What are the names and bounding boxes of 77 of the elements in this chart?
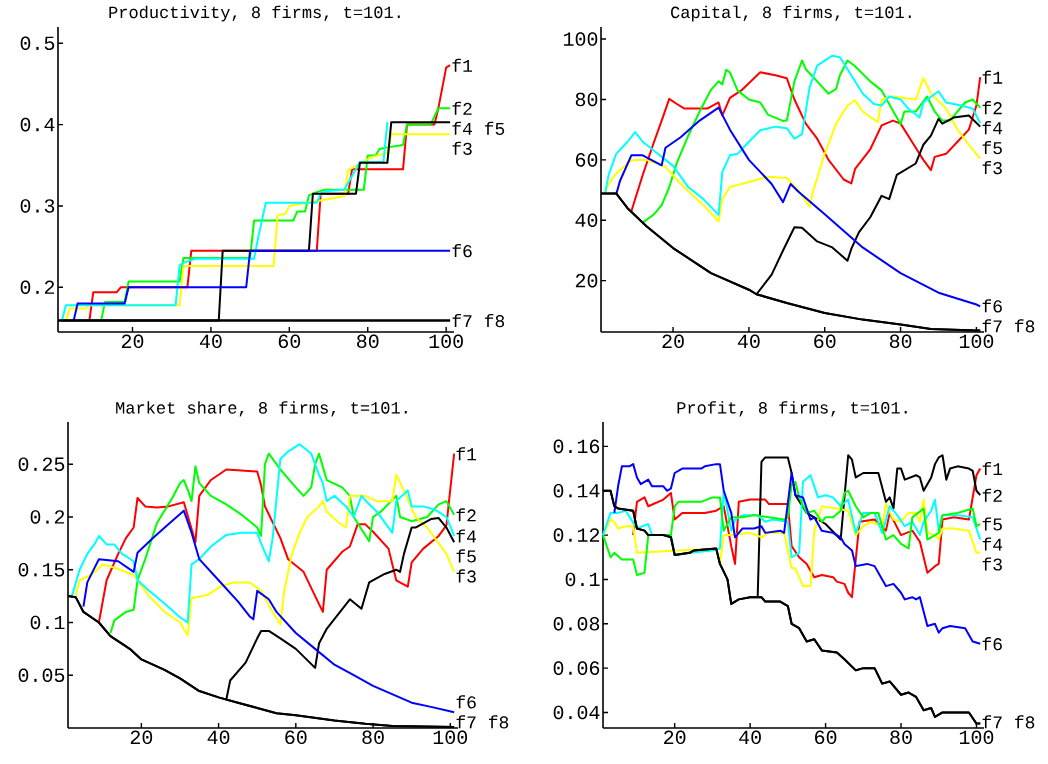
y-tick-label: 0.1	[565, 572, 600, 587]
y-tick-label: 0.5	[20, 36, 55, 51]
y-tick-label: 0.04	[553, 705, 600, 720]
series-label: f7	[982, 715, 1002, 729]
series-label: f6	[452, 244, 472, 258]
y-tick-label: 0.25	[18, 457, 65, 471]
series-label: f3	[982, 557, 1002, 571]
x-tick-label: 60	[815, 730, 837, 745]
text: f4	[452, 121, 472, 135]
y-tick-label: 0.1	[30, 615, 65, 630]
series-label: f2	[452, 101, 472, 115]
chart-title: Productivity, 8 firms, t=101.	[109, 5, 400, 22]
y-tick-label: 0.14	[553, 483, 600, 498]
series-label: f2	[456, 508, 476, 522]
x-tick-label: 40	[737, 334, 760, 349]
x-tick-label: 80	[889, 334, 912, 349]
x-tick-label: 60	[814, 334, 836, 349]
x-tick-label: 100	[433, 730, 468, 745]
series-label: f8	[484, 313, 505, 328]
y-tick-label: 100	[563, 32, 598, 46]
series-label: f1	[456, 447, 477, 461]
chart-title: Capital, 8 firms, t=101.	[671, 5, 911, 22]
series-label: f1	[982, 70, 1003, 84]
x-tick-label: 100	[429, 334, 463, 349]
legend-label: f7	[452, 313, 472, 328]
y-tick-label: 40	[575, 213, 598, 228]
x-tick-label: 40	[739, 730, 761, 745]
y-tick-label: 0.08	[553, 617, 600, 631]
series-label: f3	[982, 161, 1002, 175]
x-tick-label: 80	[357, 334, 379, 349]
x-tick-label: 100	[959, 730, 994, 745]
series-label: f5	[982, 517, 1002, 531]
series-label: f4	[982, 121, 1003, 135]
chart-title: Market share, 8 firms, t=101.	[116, 401, 407, 417]
x-tick-label: 20	[662, 334, 684, 349]
series-label: f6	[982, 637, 1002, 651]
y-tick-label: 60	[575, 153, 598, 167]
y-tick-label: 0.15	[18, 562, 65, 577]
x-tick-label: 100	[959, 334, 994, 349]
series-label: f5	[456, 549, 476, 563]
x-tick-label: 20	[664, 730, 686, 745]
y-tick-label: 0.4	[20, 117, 55, 132]
series-label: f2	[982, 488, 1002, 502]
series-label: f5	[484, 121, 505, 135]
series-label: f8	[488, 715, 509, 729]
series-label: f2	[982, 101, 1002, 115]
y-tick-label: 0.3	[20, 199, 55, 213]
series-label: f1	[452, 58, 473, 72]
y-tick-label: 0.16	[553, 439, 600, 454]
y-tick-label: 80	[575, 92, 598, 107]
y-tick-label: 20	[575, 273, 598, 288]
series-label: f6	[456, 695, 476, 709]
series-label: f7	[456, 715, 476, 729]
x-tick-label: 80	[362, 730, 384, 745]
x-tick-label: 60	[285, 730, 307, 745]
series-label: f8	[1015, 319, 1035, 333]
y-tick-label: 0.05	[18, 668, 65, 683]
series-label: f4	[456, 529, 477, 543]
series-label: f6	[982, 299, 1002, 313]
y-tick-label: 0.2	[30, 510, 65, 524]
series-label: f4	[982, 537, 1003, 551]
x-tick-label: 20	[121, 334, 144, 349]
chart-title: Profit, 8 firms, t=101.	[677, 401, 907, 417]
y-tick-label: 0.06	[553, 661, 600, 675]
y-tick-label: 0.12	[553, 528, 600, 542]
y-tick-label: 0.2	[20, 280, 55, 295]
series-label: f7	[982, 319, 1002, 333]
series-label: f3	[452, 141, 472, 155]
x-tick-label: 20	[130, 730, 153, 745]
x-tick-label: 80	[890, 730, 912, 745]
x-tick-label: 40	[199, 334, 222, 349]
series-label: f8	[1015, 715, 1035, 729]
series-label: f3	[456, 569, 476, 583]
x-tick-label: 40	[207, 730, 230, 745]
x-tick-label: 60	[278, 334, 301, 349]
series-label: f5	[982, 141, 1002, 155]
series-label: f1	[982, 462, 1003, 476]
